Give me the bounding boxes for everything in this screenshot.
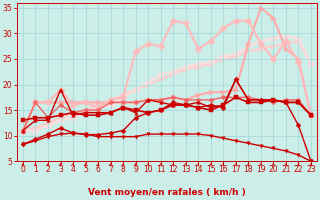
X-axis label: Vent moyen/en rafales ( km/h ): Vent moyen/en rafales ( km/h ) — [88, 188, 246, 197]
